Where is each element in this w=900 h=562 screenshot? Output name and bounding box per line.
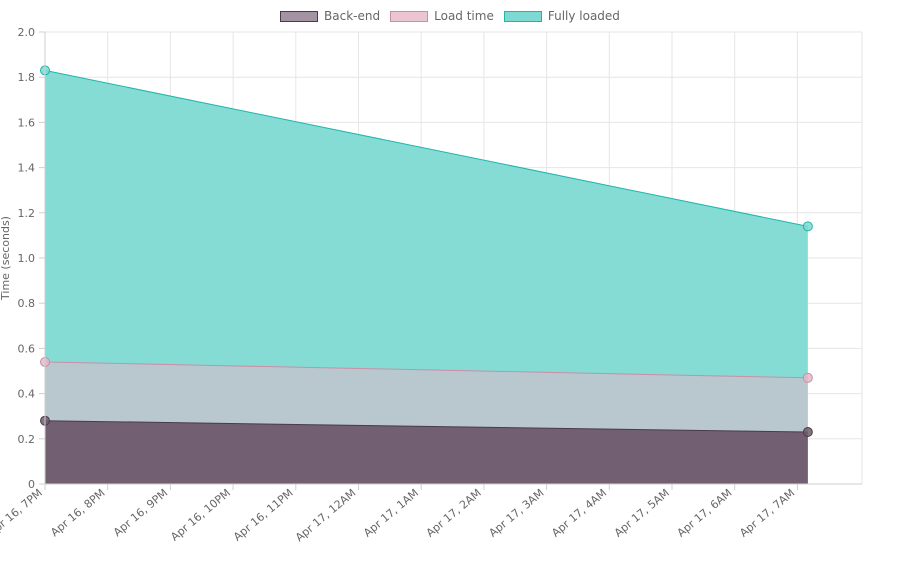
y-tick-label: 0 bbox=[28, 478, 35, 491]
x-tick-label: Apr 16, 10PM bbox=[168, 486, 233, 543]
y-tick-label: 0.2 bbox=[18, 433, 36, 446]
line-back-end bbox=[44, 420, 808, 433]
y-tick-label: 1.6 bbox=[18, 116, 36, 129]
y-tick-label: 1.0 bbox=[18, 252, 36, 265]
x-tick-label: Apr 16, 11PM bbox=[231, 486, 296, 543]
x-tick-label: Apr 17, 12AM bbox=[293, 486, 358, 544]
y-tick-label: 2.0 bbox=[18, 26, 36, 39]
legend-label-fully-loaded: Fully loaded bbox=[547, 9, 620, 23]
legend-item-load-time[interactable]: Load time bbox=[390, 9, 494, 23]
x-tick-label: Apr 16, 7PM bbox=[0, 486, 45, 539]
y-tick-label: 0.6 bbox=[18, 342, 36, 355]
x-tick-label: Apr 16, 8PM bbox=[48, 486, 107, 539]
x-tick-label: Apr 17, 7AM bbox=[737, 486, 797, 539]
legend-swatch-load-time bbox=[390, 10, 429, 22]
y-tick-label: 0.8 bbox=[18, 297, 36, 310]
x-tick-label: Apr 17, 1AM bbox=[361, 486, 421, 539]
line-load-time bbox=[44, 361, 808, 379]
point-fully-loaded bbox=[802, 221, 813, 232]
x-tick-label: Apr 17, 4AM bbox=[549, 486, 609, 539]
y-tick-label: 1.2 bbox=[18, 207, 36, 220]
legend-item-back-end[interactable]: Back-end bbox=[280, 9, 380, 23]
legend-swatch-fully-loaded bbox=[503, 10, 542, 22]
line-fully-loaded bbox=[44, 69, 808, 227]
legend-item-fully-loaded[interactable]: Fully loaded bbox=[503, 9, 620, 23]
legend-swatch-back-end bbox=[280, 10, 319, 22]
area-back-end bbox=[45, 420, 808, 484]
y-tick-label: 1.4 bbox=[18, 162, 36, 175]
legend: Back-end Load time Fully loaded bbox=[0, 6, 900, 26]
point-load-time bbox=[802, 372, 813, 383]
x-tick-label: Apr 17, 6AM bbox=[675, 486, 735, 539]
series-points bbox=[40, 65, 813, 438]
series-areas bbox=[44, 69, 808, 485]
x-tick-label: Apr 16, 9PM bbox=[111, 486, 170, 539]
legend-label-back-end: Back-end bbox=[324, 9, 381, 23]
y-axis-title: Time (seconds) bbox=[0, 216, 12, 301]
legend-label-load-time: Load time bbox=[434, 9, 494, 23]
y-tick-label: 1.8 bbox=[18, 71, 36, 84]
point-back-end bbox=[802, 427, 813, 438]
x-tick-label: Apr 17, 3AM bbox=[486, 486, 546, 539]
x-tick-label: Apr 17, 5AM bbox=[612, 486, 672, 539]
x-tick-label: Apr 17, 2AM bbox=[424, 486, 484, 539]
y-tick-label: 0.4 bbox=[18, 388, 36, 401]
